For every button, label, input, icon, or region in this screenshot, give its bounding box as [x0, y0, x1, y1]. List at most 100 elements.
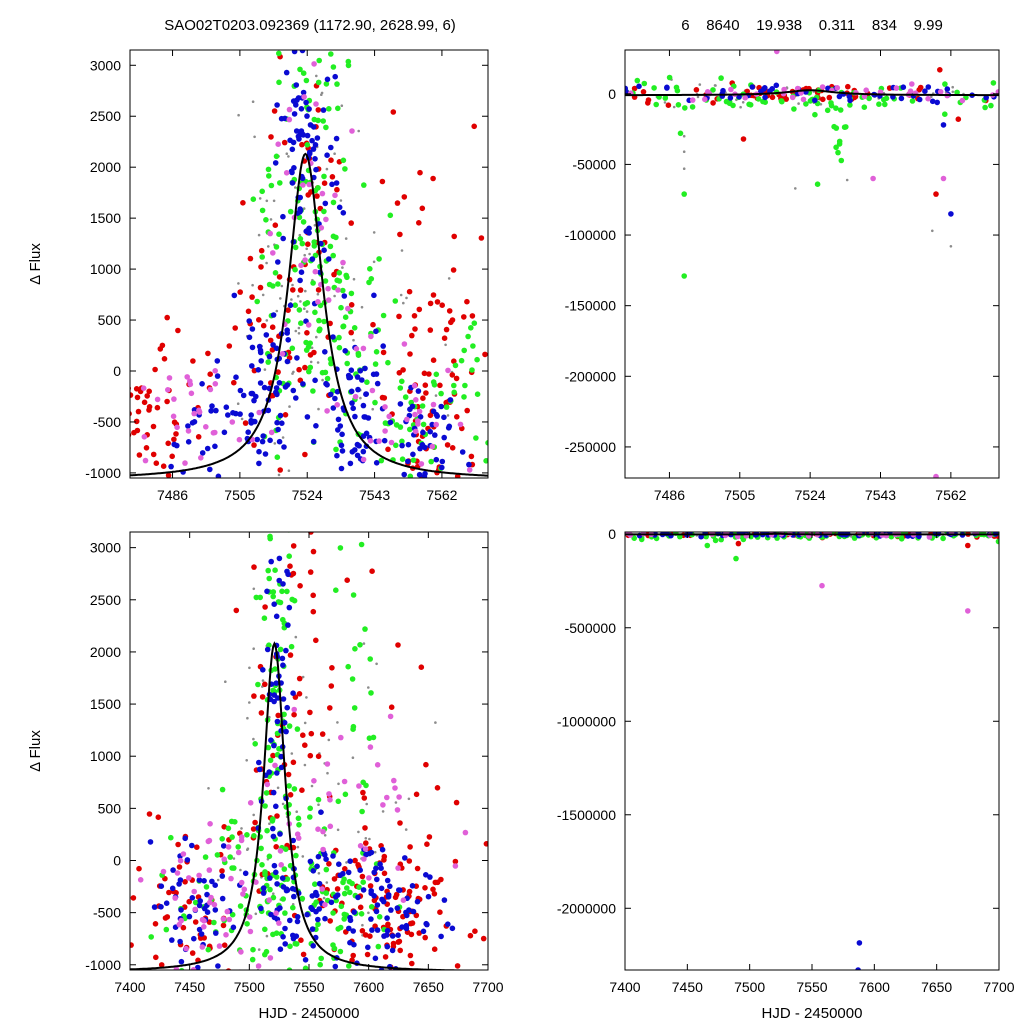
- data-point: [951, 85, 954, 89]
- data-point: [250, 826, 257, 832]
- data-point: [1021, 98, 1024, 104]
- data-point: [636, 83, 642, 90]
- data-point: [405, 458, 411, 465]
- data-point: [445, 425, 452, 431]
- data-point: [430, 379, 437, 385]
- data-point: [258, 358, 265, 364]
- data-point: [427, 300, 434, 307]
- data-point: [221, 856, 227, 862]
- data-point: [182, 460, 188, 466]
- data-point: [246, 716, 249, 720]
- data-point: [909, 81, 915, 87]
- data-point: [469, 367, 475, 373]
- data-point: [233, 410, 239, 417]
- data-point: [304, 132, 311, 139]
- data-point: [307, 709, 313, 716]
- data-point: [402, 855, 408, 861]
- data-point: [335, 287, 341, 293]
- data-point: [409, 403, 416, 410]
- data-point: [406, 288, 413, 295]
- data-point: [300, 973, 306, 979]
- data-point: [272, 270, 279, 276]
- data-point: [423, 872, 429, 878]
- data-point: [248, 390, 255, 397]
- data-point: [443, 404, 450, 410]
- data-point: [355, 862, 361, 868]
- data-point: [375, 478, 378, 481]
- data-point: [263, 368, 267, 371]
- data-point: [207, 386, 214, 393]
- data-point: [225, 968, 232, 970]
- data-point: [276, 920, 282, 926]
- data-point: [276, 231, 282, 237]
- data-point: [221, 824, 227, 830]
- data-point: [949, 245, 953, 248]
- data-point: [256, 460, 262, 467]
- data-point: [171, 396, 177, 402]
- data-point: [437, 909, 443, 915]
- data-point: [315, 299, 321, 305]
- data-point: [749, 84, 756, 90]
- data-point: [268, 429, 275, 436]
- data-point: [545, 531, 551, 537]
- data-point: [235, 844, 241, 850]
- data-point: [266, 353, 273, 360]
- data-point: [252, 737, 255, 741]
- data-point: [305, 247, 309, 251]
- data-point: [783, 96, 789, 102]
- data-point: [304, 289, 307, 293]
- data-point: [258, 845, 264, 852]
- data-point: [297, 287, 304, 293]
- data-point: [359, 928, 366, 934]
- data-point: [304, 414, 311, 420]
- data-point: [247, 928, 254, 935]
- series-green: [625, 74, 999, 279]
- data-point: [275, 281, 281, 287]
- data-point: [299, 787, 305, 793]
- data-point: [411, 313, 418, 319]
- data-point: [930, 95, 933, 99]
- x-tick-label: 7543: [865, 487, 896, 503]
- data-point: [836, 93, 843, 100]
- data-point: [144, 393, 150, 399]
- data-point: [328, 360, 334, 367]
- data-point: [419, 205, 426, 212]
- data-point: [262, 604, 268, 610]
- data-point: [330, 334, 336, 340]
- data-point: [374, 927, 381, 933]
- data-point: [294, 635, 298, 639]
- data-point: [178, 967, 185, 970]
- data-point: [348, 388, 355, 395]
- data-point: [304, 911, 311, 918]
- data-point: [397, 887, 403, 893]
- data-point: [280, 284, 284, 288]
- data-point: [214, 852, 221, 858]
- data-point: [310, 280, 316, 286]
- left-title: SAO02T0203.092369 (1172.90, 2628.99, 6): [164, 17, 456, 34]
- data-point: [365, 802, 369, 806]
- data-point: [290, 759, 297, 766]
- data-point: [260, 433, 267, 439]
- data-point: [280, 581, 286, 587]
- data-point: [335, 416, 342, 423]
- y-tick-label: 500: [98, 312, 122, 328]
- data-point: [293, 82, 300, 88]
- data-point: [430, 357, 437, 364]
- data-point: [380, 312, 387, 319]
- data-point: [287, 563, 293, 569]
- data-point: [317, 872, 321, 875]
- data-point: [575, 534, 581, 540]
- plot-frame: [624, 49, 1000, 479]
- data-point: [482, 351, 488, 358]
- data-point: [229, 911, 236, 918]
- data-point: [898, 536, 905, 542]
- data-point: [295, 810, 299, 813]
- data-point: [461, 347, 468, 354]
- data-point: [421, 370, 428, 377]
- data-point: [595, 534, 601, 540]
- data-point: [357, 129, 361, 133]
- data-point: [437, 382, 443, 389]
- data-point: [348, 367, 355, 374]
- data-point: [418, 461, 425, 467]
- data-point: [256, 766, 263, 773]
